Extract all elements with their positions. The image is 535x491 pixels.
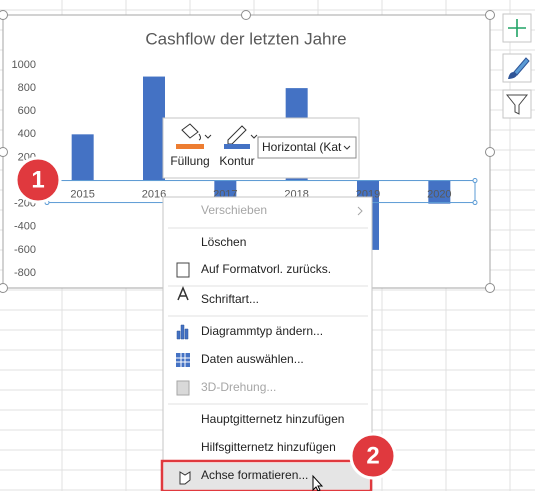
y-tick-label: 400 (18, 128, 36, 140)
menu-icon (176, 353, 190, 367)
chevron (204, 134, 212, 139)
badge-number: 1 (31, 166, 44, 193)
fill-button[interactable]: Füllung (170, 154, 209, 168)
bar (143, 76, 165, 181)
brush-tip (508, 72, 517, 79)
bucket-drop (198, 133, 201, 141)
menu-icon (179, 471, 191, 485)
bucket-icon (181, 123, 199, 139)
menu-highlight (164, 463, 369, 489)
badge (349, 432, 397, 480)
menu-item: 3D-Drehung... (201, 380, 276, 394)
x-tick-label: 2020 (427, 188, 451, 200)
y-tick-label: -400 (14, 221, 36, 233)
menu-item[interactable]: Auf Formatvorl. zurücks. (201, 262, 331, 276)
menu-item[interactable]: Achse formatieren... (201, 468, 308, 482)
x-tick-label: 2015 (70, 188, 94, 200)
x-tick-label: 2016 (142, 188, 166, 200)
plus-icon (508, 19, 526, 37)
menu-item[interactable]: Daten auswählen... (201, 352, 304, 366)
menu-icon (176, 353, 190, 367)
selection-handle (472, 200, 478, 206)
chevron (343, 145, 351, 150)
y-tick-label: 600 (18, 105, 36, 117)
pen-icon (227, 125, 247, 145)
chevron (250, 134, 258, 139)
bar (428, 180, 451, 204)
menu-item[interactable]: Diagrammtyp ändern... (201, 324, 323, 338)
menu-item[interactable]: Löschen (201, 235, 246, 249)
menu-item: Verschieben (201, 203, 267, 217)
chart-title: Cashflow der letzten Jahre (145, 29, 346, 48)
filter-icon (505, 94, 529, 115)
y-tick-label: -800 (14, 267, 36, 279)
y-tick-label: -600 (14, 244, 36, 256)
menu-item[interactable]: Hauptgitternetz hinzufügen (201, 412, 344, 426)
context-menu: Verschieben Löschen Auf Formatvorl. zurück… (160, 196, 373, 491)
menu-item[interactable]: Hilfsgitternetz hinzufügen (201, 440, 336, 454)
y-tick-label: 800 (18, 82, 36, 94)
menu-icon (176, 262, 190, 278)
menu-icon (176, 380, 190, 396)
outline-color (224, 144, 250, 149)
y-tick-label: 1000 (12, 59, 36, 71)
menu-item[interactable]: Schriftart... (201, 292, 259, 306)
element-selector[interactable] (257, 136, 357, 159)
menu-icon (176, 324, 189, 340)
selection-handle (472, 178, 478, 184)
mini-toolbar: Füllung Kontur Horizontal (Kat (162, 117, 360, 179)
bar (71, 134, 94, 181)
fill-color (176, 144, 204, 149)
badge-number: 2 (366, 442, 379, 469)
badge (14, 156, 62, 204)
selector-text: Horizontal (Kat (262, 140, 342, 154)
outline-button[interactable]: Kontur (219, 154, 254, 168)
badges: 12 (14, 156, 397, 480)
chart-side-buttons (502, 13, 532, 119)
submenu-arrow (357, 206, 363, 216)
menu-panel (162, 196, 373, 491)
menu-icon (177, 286, 189, 301)
